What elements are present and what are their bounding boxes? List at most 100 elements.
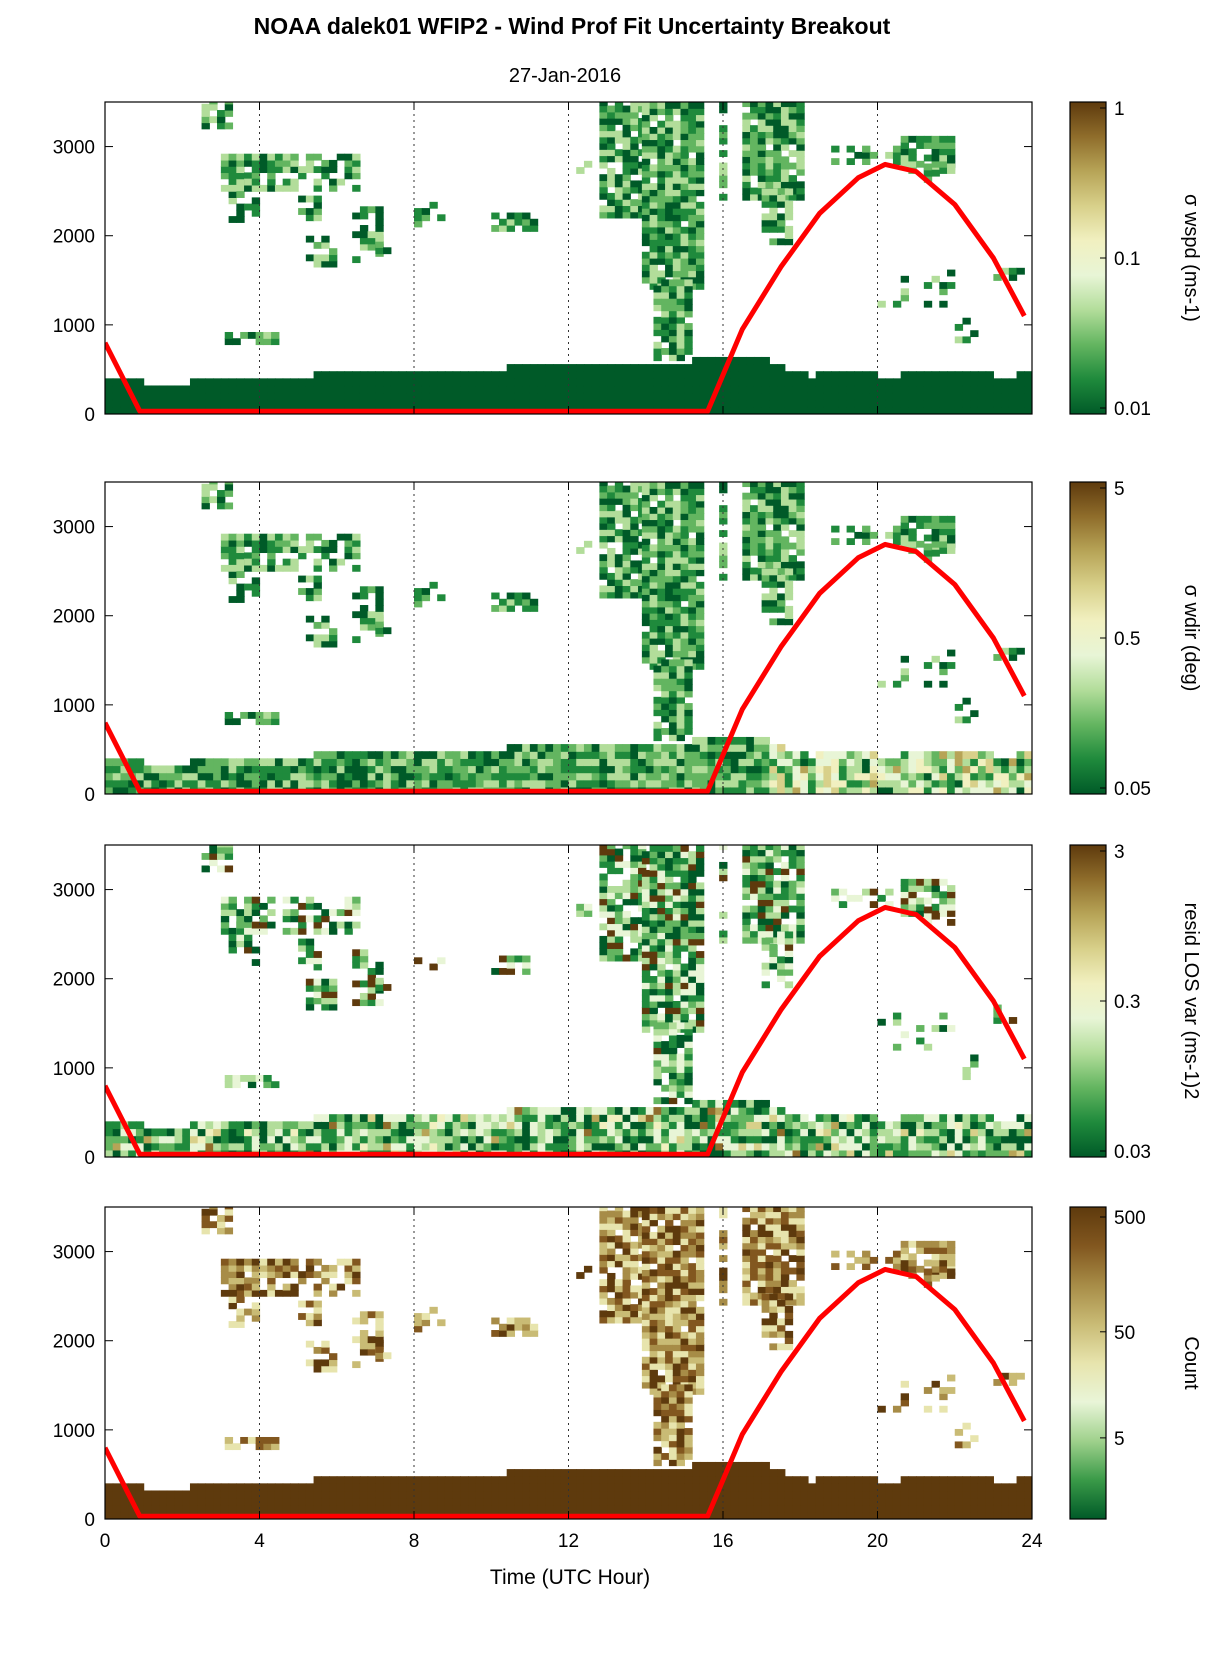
heatmap-cell [622, 744, 631, 752]
heatmap-cell [970, 1114, 979, 1122]
heatmap-cell [796, 930, 805, 938]
heatmap-cell [622, 861, 631, 868]
heatmap-cell [954, 703, 964, 711]
heatmap-cell [947, 148, 956, 156]
heatmap-cell [228, 166, 237, 174]
heatmap-cell [692, 399, 701, 408]
heatmap-cell [359, 758, 369, 767]
heatmap-cell [831, 538, 840, 545]
heatmap-cell [290, 1135, 299, 1144]
heatmap-cell [375, 984, 384, 991]
heatmap-cell [730, 786, 740, 794]
heatmap-cell [166, 392, 176, 401]
heatmap-cell [665, 994, 674, 1002]
heatmap-cell [657, 575, 666, 583]
heatmap-cell [105, 1483, 114, 1492]
heatmap-cell [120, 1128, 129, 1137]
heatmap-cell [970, 1142, 979, 1151]
heatmap-cell [1001, 765, 1010, 774]
heatmap-cell [668, 1028, 678, 1036]
heatmap-cell [649, 563, 658, 570]
heatmap-cell [688, 494, 697, 502]
heatmap-cell [638, 399, 647, 408]
heatmap-cell [657, 932, 666, 940]
heatmap-cell [483, 1483, 492, 1492]
heatmap-cell [514, 212, 523, 220]
heatmap-cell [947, 547, 956, 554]
heatmap-cell [1016, 267, 1025, 275]
heatmap-cell [329, 1142, 338, 1151]
heatmap-cell [923, 135, 933, 143]
heatmap-cell [977, 399, 987, 408]
heatmap-cell [607, 892, 616, 900]
heatmap-cell [197, 779, 207, 788]
heatmap-cell [529, 225, 539, 232]
heatmap-cell [267, 552, 276, 560]
heatmap-cell [649, 869, 658, 877]
heatmap-cell [529, 1469, 539, 1477]
heatmap-cell [900, 1135, 909, 1144]
heatmap-cell [695, 201, 705, 209]
heatmap-cell [761, 1128, 770, 1137]
heatmap-cell [823, 772, 832, 781]
heatmap-cell [985, 772, 994, 781]
heatmap-cell [807, 1128, 817, 1137]
heatmap-cell [695, 482, 705, 489]
heatmap-cell [769, 238, 778, 246]
heatmap-cell [205, 1483, 214, 1492]
heatmap-cell [290, 1142, 299, 1151]
heatmap-cell [649, 1007, 658, 1015]
heatmap-cell [359, 231, 369, 239]
heatmap-cell [985, 1128, 994, 1137]
heatmap-cell [498, 1490, 508, 1499]
heatmap-cell [232, 718, 241, 726]
heatmap-cell [665, 901, 674, 908]
heatmap-cell [653, 728, 662, 735]
heatmap-cell [159, 1490, 168, 1499]
heatmap-cell [649, 656, 658, 664]
heatmap-cell [244, 758, 253, 767]
heatmap-cell [576, 392, 585, 401]
heatmap-cell [120, 399, 129, 408]
heatmap-cell [719, 930, 728, 938]
heatmap-cell [765, 137, 774, 145]
heatmap-cell [723, 772, 732, 781]
heatmap-cell [746, 744, 755, 752]
heatmap-cell [1024, 392, 1032, 401]
heatmap-cell [244, 1497, 253, 1506]
heatmap-cell [259, 153, 268, 161]
y-tick-label: 0 [84, 405, 95, 426]
heatmap-cell [135, 399, 145, 408]
heatmap-cell [197, 1490, 207, 1499]
heatmap-cell [947, 269, 956, 277]
heatmap-cell [452, 1497, 461, 1506]
heatmap-cell [135, 378, 145, 387]
heatmap-cell [780, 118, 790, 126]
heatmap-cell [583, 392, 593, 401]
heatmap-cell [352, 533, 361, 541]
heatmap-cell [414, 779, 423, 788]
heatmap-cell [1016, 786, 1025, 794]
heatmap-cell [661, 1121, 670, 1130]
heatmap-cell [614, 174, 624, 182]
heatmap-cell [514, 592, 523, 600]
heatmap-cell [622, 143, 631, 150]
heatmap-cell [522, 598, 531, 606]
heatmap-cell [807, 765, 817, 774]
heatmap-cell [622, 498, 631, 505]
heatmap-cell [900, 758, 909, 767]
heatmap-cell [359, 1497, 369, 1506]
heatmap-cell [630, 136, 639, 144]
heatmap-cell [290, 378, 299, 387]
heatmap-cell [657, 176, 666, 184]
heatmap-cell [661, 378, 670, 387]
heatmap-cell [429, 772, 438, 781]
heatmap-cell [267, 539, 276, 547]
heatmap-cell [630, 1142, 639, 1151]
heatmap-cell [985, 1149, 994, 1157]
heatmap-cell [641, 550, 651, 558]
heatmap-cell [838, 378, 848, 387]
heatmap-cell [437, 1483, 446, 1492]
heatmap-cell [649, 932, 658, 940]
heatmap-cell [665, 613, 674, 620]
